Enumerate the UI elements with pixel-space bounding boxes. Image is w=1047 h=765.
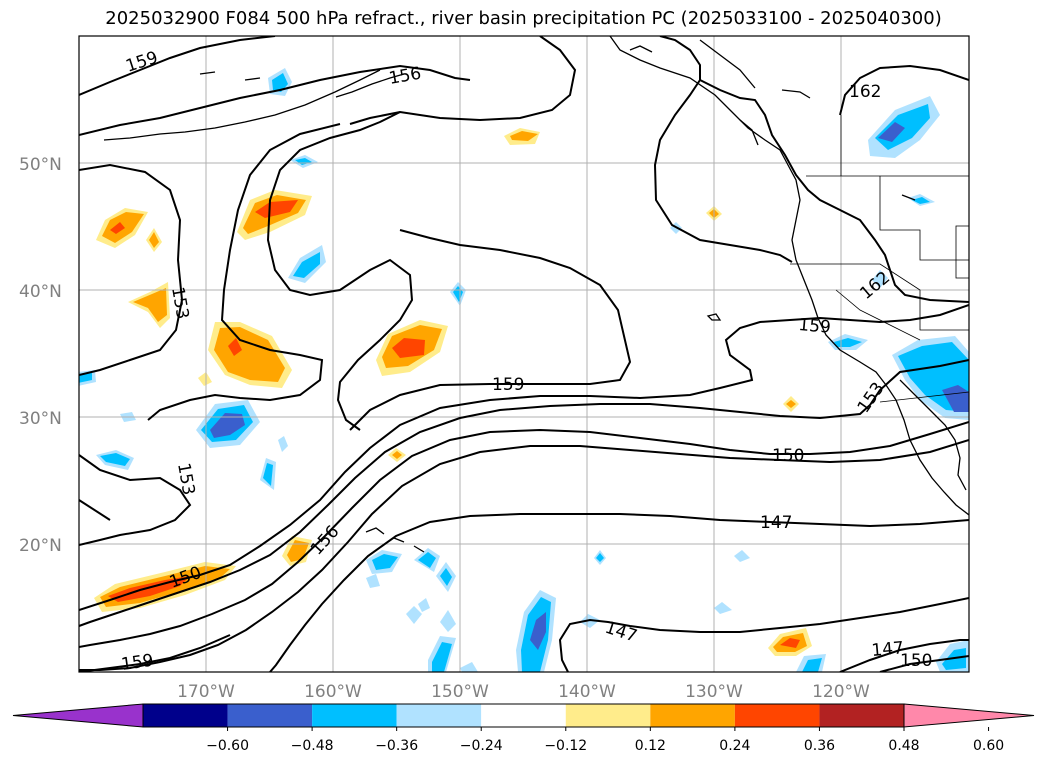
neg-area [440, 568, 452, 586]
pos-area [133, 288, 167, 322]
colorbar-tick-label: 0.12 [635, 738, 666, 754]
colorbar-box [734, 704, 820, 727]
neg-area [418, 552, 436, 568]
colorbar-box [565, 704, 651, 727]
colorbar-tick-label: 0.36 [804, 738, 835, 754]
map-title: 2025032900 F084 500 hPa refract., river … [105, 8, 942, 29]
neg-area [460, 662, 478, 672]
pos-area [149, 232, 159, 248]
colorbar-tick-label: −0.24 [460, 738, 503, 754]
pos-area [198, 372, 212, 386]
contour-label: 147 [760, 513, 792, 533]
lon-label: 120°W [812, 682, 870, 702]
neg-area [878, 122, 905, 142]
lon-label: 140°W [558, 682, 616, 702]
pos-area [228, 338, 242, 356]
pos-area [110, 222, 125, 234]
neg-area [440, 610, 456, 632]
lon-label: 170°W [177, 682, 235, 702]
neg-area [734, 550, 750, 562]
neg-area [872, 270, 888, 288]
pos-area [214, 327, 285, 382]
borders [790, 115, 969, 403]
neg-area [210, 413, 245, 438]
lat-label: 30°N [19, 409, 62, 429]
neg-area [912, 197, 930, 204]
lon-label: 160°W [304, 682, 362, 702]
pos-area [392, 451, 402, 459]
lon-label: 150°W [431, 682, 489, 702]
neg-area [372, 554, 398, 570]
neg-area [278, 436, 288, 452]
neg-area [418, 598, 430, 612]
lon-label: 130°W [685, 682, 743, 702]
pos-area [255, 200, 298, 218]
colorbar-tick-label: −0.48 [291, 738, 334, 754]
pos-area [392, 338, 425, 358]
colorbar-box [481, 704, 566, 727]
neg-area [406, 606, 422, 624]
colorbar-boxes [12, 703, 1035, 728]
contours [79, 36, 969, 672]
lon-labels: 170°W 160°W 150°W 140°W 130°W 120°W [177, 682, 870, 702]
lat-label: 20°N [19, 536, 62, 556]
pos-area [786, 400, 796, 408]
neg-area [714, 602, 732, 614]
colorbar-tick-label: −0.60 [206, 738, 249, 754]
colorbar-tick-label: 0.60 [973, 738, 1004, 754]
colorbar-box [396, 704, 482, 727]
contour-label: 147 [871, 638, 905, 661]
neg-area [942, 385, 969, 412]
neg-area [530, 612, 546, 650]
colorbar-frame [142, 703, 905, 728]
neg-area [596, 553, 604, 562]
colorbar-box [227, 704, 313, 727]
map-frame [78, 35, 970, 673]
contour-label: 159 [798, 315, 832, 338]
contour-label: 150 [900, 651, 932, 671]
coastlines [103, 36, 969, 553]
neg-area [272, 73, 288, 92]
colorbar-box [312, 704, 397, 727]
contour-label: 159 [492, 375, 524, 395]
colorbar-tick-label: 0.24 [719, 738, 750, 754]
neg-area [432, 642, 452, 672]
colorbar-box [650, 704, 735, 727]
colorbar-box [819, 704, 904, 727]
colorbar-extend-low [12, 703, 144, 728]
neg-area [293, 252, 320, 278]
contour-label: 150 [772, 446, 804, 466]
pos-area [510, 131, 538, 141]
neg-area [802, 658, 822, 672]
neg-area [79, 373, 92, 383]
lat-label: 50°N [19, 155, 62, 175]
neg-area [263, 463, 273, 486]
colorbar-ticks: −0.60 −0.48 −0.36 −0.24 −0.12 0.12 0.24 0.36 0.4… [206, 727, 1004, 754]
colorbar-tick-label: 0.48 [888, 738, 919, 754]
lat-labels: 50°N 40°N 30°N 20°N [19, 155, 62, 556]
colorbar-extend-high [903, 703, 1035, 728]
colorbar-box [143, 704, 228, 727]
lat-label: 40°N [19, 282, 62, 302]
pos-area [780, 638, 800, 648]
contour-label: 162 [849, 82, 881, 102]
contour-label: 159 [120, 651, 155, 675]
neg-area [366, 574, 380, 588]
neg-area [100, 453, 130, 466]
colorbar-tick-label: −0.36 [375, 738, 418, 754]
colorbar-tick-label: −0.12 [544, 738, 587, 754]
precip-shading [79, 68, 969, 672]
